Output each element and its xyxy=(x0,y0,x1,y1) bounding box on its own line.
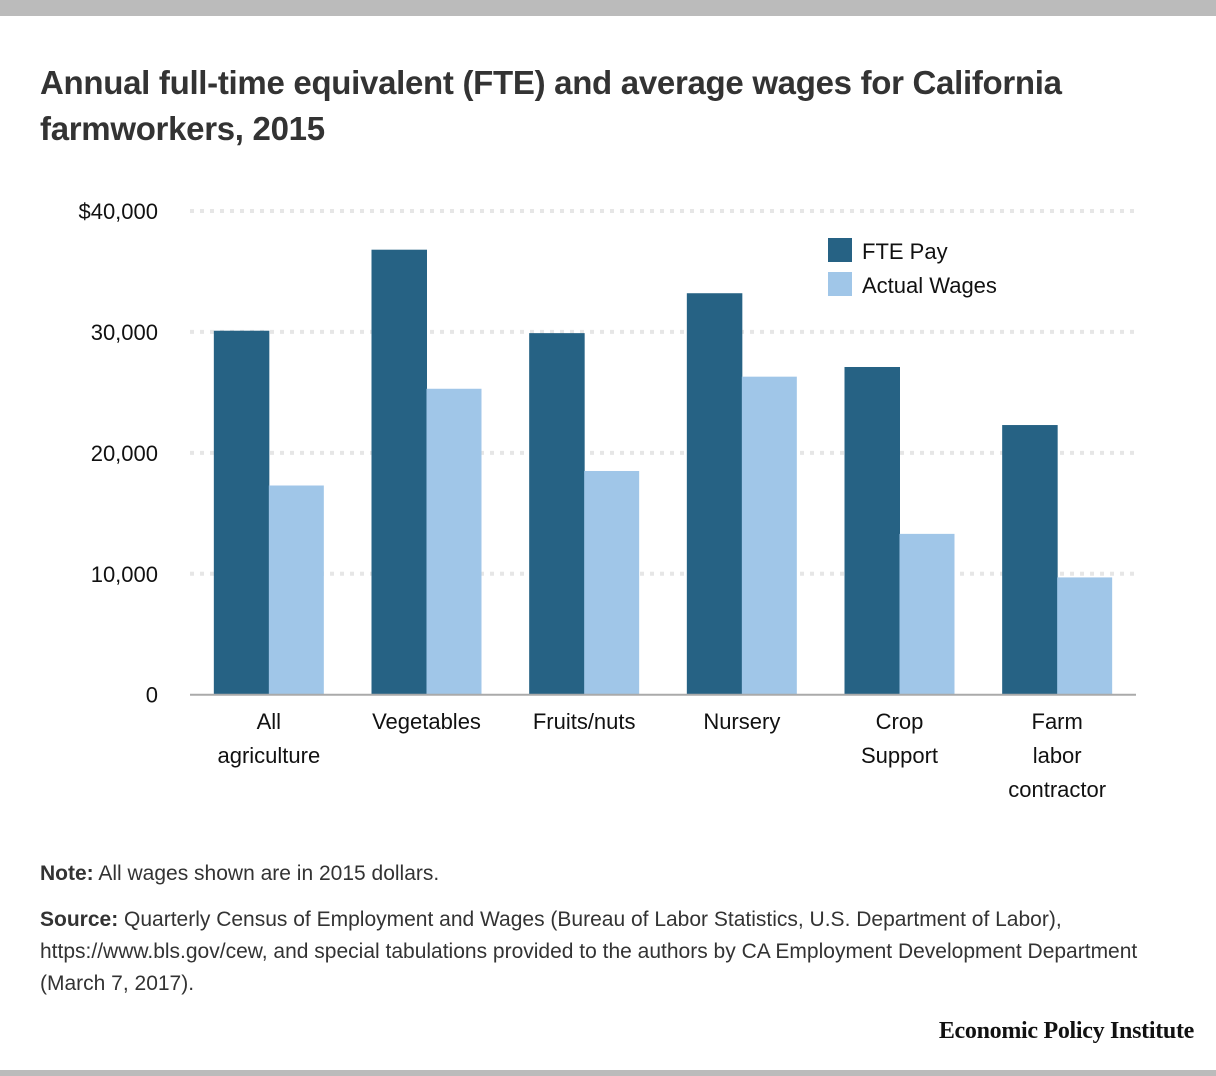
y-axis-ticks: 0 10,000 20,000 30,000 $40,000 xyxy=(78,199,158,708)
note-label: Note: xyxy=(40,862,94,885)
legend-label: FTE Pay xyxy=(862,239,948,264)
x-tick-label: All xyxy=(257,709,281,734)
x-tick-label: Support xyxy=(861,743,938,768)
note: Note: All wages shown are in 2015 dollar… xyxy=(40,858,439,890)
brand-logo: Economic Policy Institute xyxy=(938,1018,1194,1044)
x-tick-label: Vegetables xyxy=(372,709,481,734)
x-tick-label: agriculture xyxy=(217,743,320,768)
legend-background xyxy=(818,228,1030,306)
note-text: All wages shown are in 2015 dollars. xyxy=(93,862,440,885)
source-text: Quarterly Census of Employment and Wages… xyxy=(40,908,1138,995)
bar-actual-wages xyxy=(584,470,640,695)
y-tick-label: $40,000 xyxy=(78,199,158,224)
legend-swatch xyxy=(828,238,852,262)
x-tick-label: Crop xyxy=(876,709,924,734)
x-tick-label: labor xyxy=(1033,743,1082,768)
top-border-bar xyxy=(0,0,1216,16)
bar-fte-pay xyxy=(529,333,585,695)
bar-fte-pay xyxy=(844,366,900,695)
bar-chart: 0 10,000 20,000 30,000 $40,000 All agricultur… xyxy=(78,199,1136,802)
bar-fte-pay xyxy=(371,249,427,695)
source-label: Source: xyxy=(40,908,119,931)
bottom-border-bar xyxy=(0,1070,1216,1076)
x-tick-label: Farm xyxy=(1032,709,1083,734)
chart-title: Annual full-time equivalent (FTE) and av… xyxy=(40,64,1062,147)
bars xyxy=(213,249,1113,695)
bar-actual-wages xyxy=(741,376,797,695)
legend-swatch xyxy=(828,272,852,296)
y-tick-label: 0 xyxy=(146,683,158,708)
x-tick-label: contractor xyxy=(1008,777,1106,802)
bar-actual-wages xyxy=(1057,577,1113,695)
bar-actual-wages xyxy=(268,485,324,695)
bar-fte-pay xyxy=(686,293,743,695)
gridlines xyxy=(190,209,1136,576)
y-tick-label: 30,000 xyxy=(91,320,158,345)
y-tick-label: 20,000 xyxy=(91,441,158,466)
bar-actual-wages xyxy=(899,533,955,695)
y-tick-label: 10,000 xyxy=(91,562,158,587)
legend: FTE Pay Actual Wages xyxy=(818,228,1030,306)
x-tick-label: Nursery xyxy=(703,709,780,734)
bar-fte-pay xyxy=(1002,425,1058,695)
x-tick-label: Fruits/nuts xyxy=(533,709,636,734)
bar-fte-pay xyxy=(213,330,270,695)
legend-label: Actual Wages xyxy=(862,273,997,298)
bar-actual-wages xyxy=(426,388,482,695)
source: Source: Quarterly Census of Employment a… xyxy=(40,904,1180,1000)
x-axis-ticks: All agriculture Vegetables Fruits/nuts Nurse… xyxy=(217,709,1106,802)
